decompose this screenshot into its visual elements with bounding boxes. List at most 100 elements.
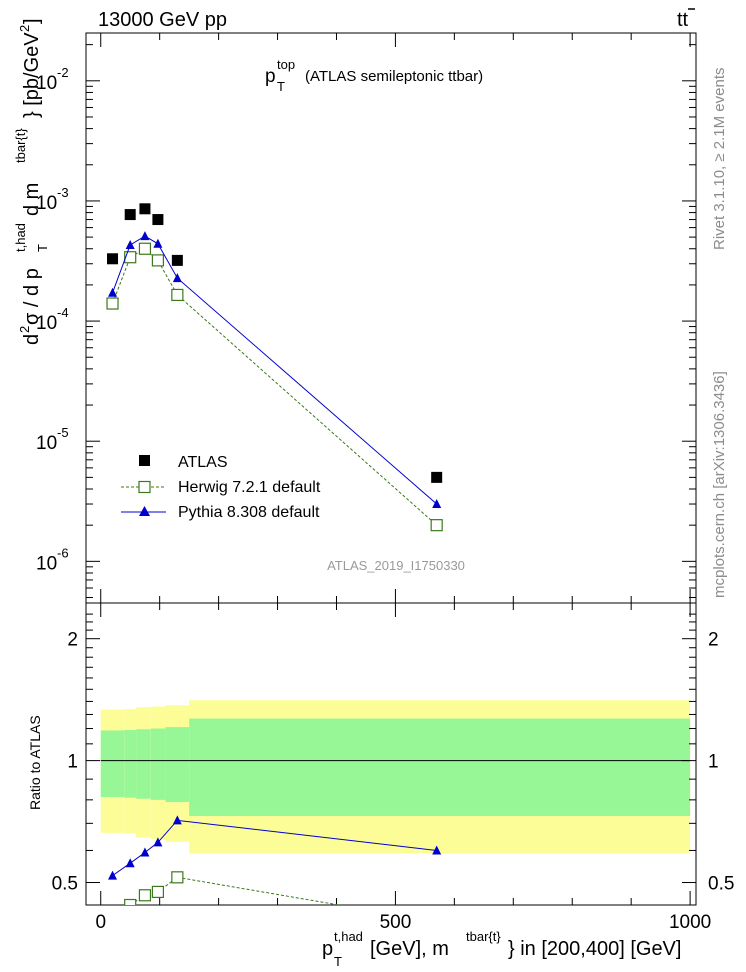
- main-y-ticks: 10-210-310-410-510-6: [36, 44, 696, 599]
- atlas-point: [124, 209, 136, 221]
- main-title: p top T (ATLAS semileptonic ttbar): [265, 57, 483, 94]
- pythia-point: [153, 238, 163, 248]
- ratio-y-ticks: 0.5 0.5 1 1 2 2: [52, 613, 734, 895]
- pythia-ratio-point: [140, 847, 150, 857]
- y-tick-label-exp: -2: [57, 65, 69, 80]
- herwig-ratio-point: [124, 898, 137, 905]
- y-tick-label-exp: -5: [57, 425, 69, 440]
- ratio-ylabel: Ratio to ATLAS: [27, 715, 43, 810]
- herwig-ratio-point: [151, 885, 165, 899]
- ylabel-sup-tbar: tbar{t}: [13, 128, 28, 163]
- atlas-point: [171, 254, 183, 266]
- ylabel-unit: } [pb/GeV: [21, 32, 43, 118]
- herwig-ratio-point: [138, 889, 152, 902]
- legend-pythia-label: Pythia 8.308 default: [178, 504, 320, 521]
- herwig-point: [138, 242, 152, 255]
- ratio-tick-label-left: 1: [67, 752, 78, 773]
- series-line: [112, 248, 438, 526]
- ylabel-unit-end: ]: [21, 18, 43, 24]
- atlas-point: [139, 203, 151, 215]
- pythia-ratio-point: [432, 845, 442, 855]
- pythia-point: [172, 273, 182, 283]
- ratio-tick-label-right: 2: [708, 630, 719, 651]
- atlas-point: [107, 253, 119, 265]
- stat-uncertainty-band: [189, 718, 691, 816]
- main-series: [106, 203, 443, 532]
- pythia-ratio-point: [172, 815, 182, 825]
- atlas-point: [152, 214, 164, 226]
- y-tick-label-base: 10: [36, 73, 57, 94]
- legend-pythia-marker: [139, 506, 150, 516]
- xlabel-sup: t,had: [334, 929, 363, 944]
- main-ylabel: d 2 σ / d p t,had T d m tbar{t} } [pb/Ge…: [13, 18, 50, 345]
- ylabel-unit-sup: 2: [17, 25, 32, 32]
- herwig-point: [171, 288, 184, 302]
- x-tick-label: 0: [95, 912, 106, 933]
- legend-herwig-label: Herwig 7.2.1 default: [178, 479, 321, 496]
- x-tick-label: 1000: [669, 912, 711, 933]
- ratio-series: [107, 815, 442, 927]
- ratio-x-ticks: 0 500 1000: [95, 603, 711, 933]
- series-line: [112, 235, 438, 505]
- header-right: tt: [677, 8, 695, 31]
- ylabel-sub-T: T: [35, 244, 50, 252]
- mcplots-label: mcplots.cern.ch [arXiv:1306.3436]: [711, 371, 728, 598]
- x-tick-label: 500: [380, 912, 412, 933]
- title-sub: T: [277, 79, 285, 94]
- pythia-point: [125, 239, 135, 249]
- title-sup: top: [277, 57, 295, 72]
- title-p: p: [265, 66, 276, 87]
- header-right-text: tt: [677, 9, 689, 31]
- xlabel-sub: T: [334, 954, 342, 969]
- ylabel-sup2: 2: [17, 326, 32, 333]
- pythia-ratio-point: [108, 870, 118, 880]
- herwig-ratio-point: [107, 908, 118, 919]
- xlabel-end: } in [200,400] [GeV]: [508, 938, 681, 960]
- ylabel-sigma: σ / d p: [21, 268, 43, 325]
- y-tick-label-exp: -3: [57, 185, 69, 200]
- xlabel-p: p: [322, 938, 333, 960]
- y-tick-label-base: 10: [36, 193, 57, 214]
- y-tick-label-base: 10: [36, 433, 57, 454]
- stat-uncertainty-band: [150, 728, 166, 800]
- ratio-tick-label-right: 1: [708, 752, 719, 773]
- ratio-plot-frame: [85, 602, 697, 906]
- pythia-point: [432, 499, 442, 509]
- pythia-ratio-point: [125, 858, 135, 868]
- herwig-point: [430, 519, 443, 532]
- stat-uncertainty-band: [100, 730, 125, 798]
- herwig-point: [106, 297, 119, 310]
- ylabel-sup-thad: t,had: [13, 223, 28, 252]
- legend-herwig-marker: [138, 480, 151, 494]
- ratio-bands: [100, 700, 691, 854]
- analysis-tag: ATLAS_2019_I1750330: [327, 558, 465, 573]
- header-left: 13000 GeV pp: [98, 9, 227, 31]
- xlabel-mid: [GeV], m: [370, 938, 449, 960]
- y-tick-label-base: 10: [36, 553, 57, 574]
- ylabel-d: d: [21, 334, 43, 345]
- atlas-point: [431, 471, 443, 483]
- herwig-ratio-point: [171, 871, 184, 884]
- y-tick-label-base: 10: [36, 313, 57, 334]
- x-axis-label: p t,had T [GeV], m tbar{t} } in [200,400…: [322, 929, 681, 969]
- y-tick-label-exp: -4: [57, 305, 69, 320]
- ratio-series-group: [107, 815, 442, 927]
- rivet-label: Rivet 3.1.10, ≥ 2.1M events: [711, 68, 728, 251]
- pythia-point: [140, 231, 150, 241]
- herwig-point: [124, 251, 137, 264]
- stat-uncertainty-band: [124, 730, 137, 798]
- stat-uncertainty-band: [165, 727, 190, 803]
- ratio-tick-label-left: 0.5: [52, 874, 78, 895]
- pythia-ratio-point: [153, 837, 163, 847]
- herwig-ratio-point: [431, 916, 442, 927]
- herwig-point: [151, 254, 165, 267]
- ratio-tick-label-left: 2: [67, 630, 78, 651]
- pythia-point: [108, 287, 118, 297]
- legend: ATLAS Herwig 7.2.1 default Pythia 8.308 …: [121, 454, 321, 521]
- y-tick-label-exp: -6: [57, 545, 69, 560]
- ratio-tick-label-right: 0.5: [708, 874, 734, 895]
- xlabel-sup2: tbar{t}: [466, 929, 501, 944]
- title-rest: (ATLAS semileptonic ttbar): [305, 68, 483, 85]
- main-x-ticks: [100, 33, 691, 603]
